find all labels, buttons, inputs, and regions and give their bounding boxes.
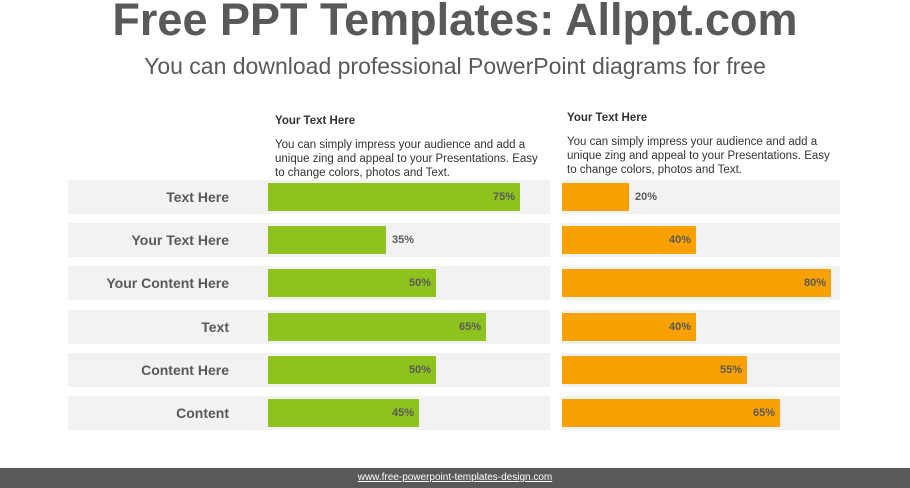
footer-link[interactable]: www.free-powerpoint-templates-design.com xyxy=(357,472,553,483)
orange-bar xyxy=(562,313,696,341)
row-divider xyxy=(550,396,562,430)
row-divider xyxy=(550,180,562,214)
row-background xyxy=(68,223,840,257)
green-bar xyxy=(268,183,520,211)
value-label: 80% xyxy=(803,277,826,289)
value-label: 50% xyxy=(408,364,431,376)
value-label: 35% xyxy=(392,234,415,246)
orange-bar xyxy=(562,183,629,211)
page-subtitle: You can download professional PowerPoint… xyxy=(144,53,766,79)
description-left: Your Text Here You can simply impress yo… xyxy=(275,114,550,180)
description-right-body: You can simply impress your audience and… xyxy=(567,136,830,176)
value-label: 40% xyxy=(668,234,691,246)
orange-bar xyxy=(562,269,831,297)
value-label: 55% xyxy=(719,364,742,376)
category-label: Content Here xyxy=(141,362,229,378)
orange-bar xyxy=(562,356,747,384)
value-label: 50% xyxy=(408,277,431,289)
green-bar xyxy=(268,356,436,384)
footer-bar: www.free-powerpoint-templates-design.com xyxy=(0,468,910,488)
row-divider xyxy=(550,266,562,300)
category-label: Your Text Here xyxy=(131,232,229,248)
category-label: Text Here xyxy=(166,189,229,205)
value-label: 65% xyxy=(752,407,775,419)
value-label: 45% xyxy=(391,407,414,419)
description-left-body: You can simply impress your audience and… xyxy=(275,139,538,179)
description-right-heading: Your Text Here xyxy=(567,112,648,124)
page-title: Free PPT Templates: Allppt.com xyxy=(112,0,798,45)
orange-bar xyxy=(562,226,696,254)
green-bar xyxy=(268,226,386,254)
value-label: 20% xyxy=(635,191,658,203)
description-left-heading: Your Text Here xyxy=(275,115,356,127)
orange-bar xyxy=(562,399,780,427)
value-label: 75% xyxy=(492,191,515,203)
description-right: Your Text Here You can simply impress yo… xyxy=(567,111,842,177)
row-divider xyxy=(550,353,562,387)
category-label: Content xyxy=(176,405,229,421)
value-label: 65% xyxy=(458,321,481,333)
category-label: Text xyxy=(201,319,229,335)
green-bar xyxy=(268,313,486,341)
green-bar xyxy=(268,269,436,297)
row-divider xyxy=(550,223,562,257)
value-label: 40% xyxy=(668,321,691,333)
category-label: Your Content Here xyxy=(106,275,229,291)
green-bar xyxy=(268,399,419,427)
row-divider xyxy=(550,310,562,344)
